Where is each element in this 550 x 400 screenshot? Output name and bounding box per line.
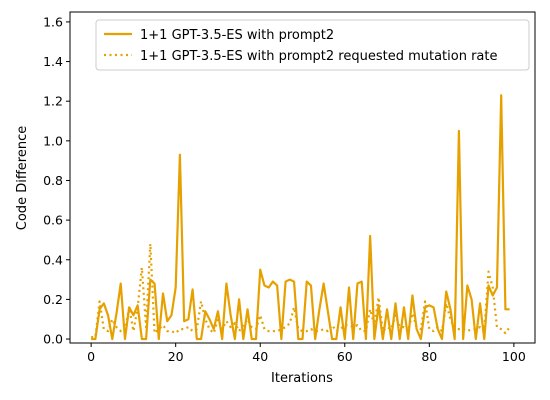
series-line-requested-mutation-rate <box>91 242 511 339</box>
y-tick-label: 0.0 <box>43 332 63 347</box>
y-axis: 0.0 0.2 0.4 0.6 0.8 1.0 1.2 1.4 1.6 <box>43 14 70 347</box>
legend-box <box>95 19 530 71</box>
y-tick-label: 1.4 <box>43 54 63 69</box>
x-tick-label: 0 <box>87 349 95 364</box>
x-tick-label: 20 <box>168 349 184 364</box>
x-tick-label: 40 <box>252 349 268 364</box>
y-tick-label: 1.0 <box>43 133 63 148</box>
series-line-code-difference <box>91 94 510 341</box>
legend-label-series-2: 1+1 GPT-3.5-ES with prompt2 requested mu… <box>140 49 497 64</box>
plot-frame <box>69 11 536 344</box>
x-tick-label: 80 <box>421 349 437 364</box>
y-tick-label: 1.6 <box>43 14 63 29</box>
legend: 1+1 GPT-3.5-ES with prompt2 1+1 GPT-3.5-… <box>95 19 530 71</box>
legend-label-series-1: 1+1 GPT-3.5-ES with prompt2 <box>140 28 334 43</box>
y-tick-label: 0.6 <box>43 213 63 228</box>
x-axis-label: Iterations <box>271 371 333 386</box>
x-tick-label: 60 <box>337 349 353 364</box>
y-axis-label: Code Difference <box>15 126 30 230</box>
series-layer <box>91 94 511 341</box>
y-tick-label: 1.2 <box>43 94 63 109</box>
x-tick-label: 100 <box>502 349 526 364</box>
y-tick-label: 0.8 <box>43 173 63 188</box>
y-tick-label: 0.4 <box>43 252 63 267</box>
y-tick-label: 0.2 <box>43 292 63 307</box>
x-axis: 0 20 40 60 80 100 <box>87 343 526 364</box>
